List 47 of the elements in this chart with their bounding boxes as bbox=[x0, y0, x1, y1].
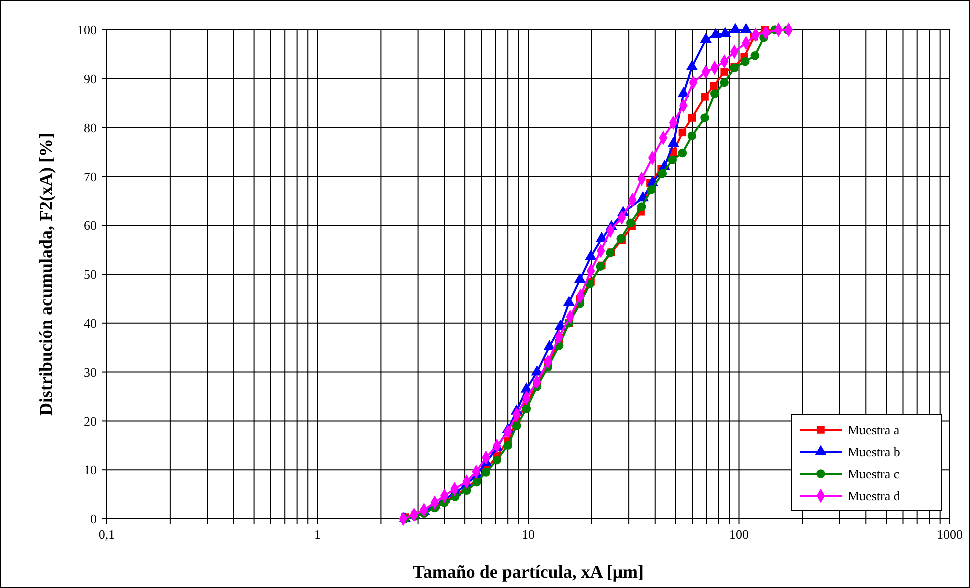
y-tick-label: 80 bbox=[84, 120, 97, 136]
x-tick-label: 100 bbox=[730, 527, 749, 542]
point bbox=[647, 186, 656, 194]
x-tick-label: 1000 bbox=[937, 527, 963, 542]
point bbox=[678, 128, 687, 137]
point bbox=[472, 478, 482, 487]
y-tick-label: 100 bbox=[78, 22, 97, 38]
point bbox=[688, 132, 697, 140]
point bbox=[750, 52, 760, 60]
point bbox=[701, 93, 709, 101]
y-tick-label: 20 bbox=[84, 414, 97, 429]
y-tick-label: 50 bbox=[84, 267, 97, 282]
x-tick-label: 0,1 bbox=[98, 527, 116, 542]
y-tick-label: 40 bbox=[84, 316, 97, 331]
y-tick-label: 90 bbox=[84, 71, 97, 86]
point bbox=[512, 422, 522, 430]
legend-label: Muestra d bbox=[848, 488, 901, 504]
point bbox=[482, 468, 491, 477]
point bbox=[668, 156, 678, 164]
point bbox=[741, 57, 750, 66]
point bbox=[586, 280, 594, 289]
point bbox=[658, 169, 668, 178]
point bbox=[720, 68, 728, 76]
legend-label: Muestra c bbox=[848, 466, 900, 482]
point bbox=[522, 404, 532, 414]
point bbox=[637, 202, 646, 212]
point bbox=[504, 441, 512, 450]
x-tick-label: 1 bbox=[314, 527, 321, 542]
point bbox=[710, 82, 718, 90]
point bbox=[700, 114, 710, 122]
x-axis-title: Tamaño de partícula, xA [μm] bbox=[412, 562, 644, 582]
y-tick-label: 0 bbox=[90, 512, 97, 527]
point bbox=[462, 486, 472, 495]
point bbox=[710, 90, 720, 98]
y-tick-label: 60 bbox=[84, 218, 97, 234]
point bbox=[678, 148, 688, 158]
point bbox=[688, 114, 696, 122]
y-tick-label: 30 bbox=[84, 364, 97, 380]
y-tick-label: 10 bbox=[84, 462, 97, 478]
y-axis-title: Distribución acumulada, F2(xA) [%] bbox=[36, 133, 56, 416]
y-tick-label: 70 bbox=[84, 169, 97, 184]
legend-label: Muestra b bbox=[848, 444, 900, 460]
point bbox=[720, 78, 729, 88]
legend-label: Muestra a bbox=[848, 422, 900, 438]
x-tick-label: 10 bbox=[522, 527, 535, 542]
point bbox=[626, 218, 636, 228]
point bbox=[492, 456, 502, 465]
